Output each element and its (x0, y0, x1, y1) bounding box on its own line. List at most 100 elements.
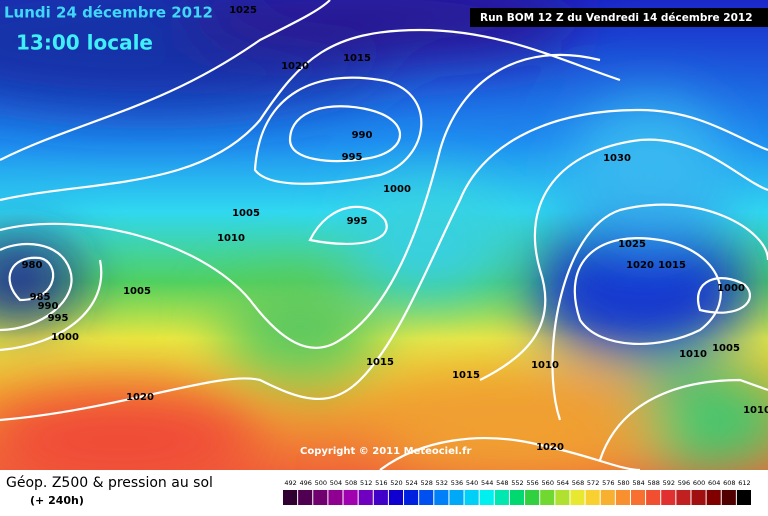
colorbar-swatch (676, 490, 691, 505)
colorbar-swatch (706, 490, 721, 505)
isobar-label: 1000 (51, 332, 79, 343)
colorbar-swatch (373, 490, 388, 505)
isobar-label: 1005 (712, 343, 740, 354)
colorbar-label: 600 (693, 479, 705, 487)
colorbar-label: 612 (738, 479, 750, 487)
colorbar-swatch (736, 490, 751, 505)
colorbar-swatch (419, 490, 434, 505)
isobar-label: 1010 (743, 405, 768, 416)
colorbar-label: 544 (481, 479, 493, 487)
isobar-label: 1020 (626, 260, 654, 271)
date-text: Lundi 24 décembre 2012 (4, 4, 213, 22)
isobar-label: 1010 (679, 349, 707, 360)
colorbar-label: 588 (647, 479, 659, 487)
isobar-label: 985 (30, 292, 51, 303)
colorbar-swatch (646, 490, 661, 505)
colorbar-label: 604 (708, 479, 720, 487)
colorbar-label: 584 (632, 479, 644, 487)
time-text: 13:00 locale (16, 31, 153, 55)
colorbar-swatch (525, 490, 540, 505)
colorbar-swatch (691, 490, 706, 505)
colorbar-label: 520 (390, 479, 402, 487)
isobar-label: 1010 (217, 233, 245, 244)
isobar-label: 1015 (366, 357, 394, 368)
colorbar-swatch (328, 490, 343, 505)
isobar-label: 1025 (618, 239, 646, 250)
colorbar-swatch (661, 490, 676, 505)
colorbar-swatch (388, 490, 404, 505)
colorbar-swatch (449, 490, 464, 505)
colorbar-label: 536 (451, 479, 463, 487)
colorbar-label: 556 (526, 479, 538, 487)
colorbar-swatch (313, 490, 328, 505)
colorbar-label: 500 (315, 479, 327, 487)
colorbar-label: 532 (436, 479, 448, 487)
colorbar-swatch (494, 490, 509, 505)
colorbar-label: 528 (421, 479, 433, 487)
run-box (470, 8, 768, 27)
colorbar-swatch (540, 490, 555, 505)
colorbar-label: 508 (345, 479, 357, 487)
colorbar-label: 524 (405, 479, 417, 487)
isobars (0, 0, 768, 470)
isobar-label: 1020 (126, 392, 154, 403)
colorbar-label: 552 (511, 479, 523, 487)
isobar-label: 995 (347, 216, 368, 227)
isobar-label: 1015 (658, 260, 686, 271)
colorbar-swatch (600, 490, 615, 505)
colorbar-swatch (555, 490, 570, 505)
isobar-label: 1015 (452, 370, 480, 381)
isobar-label: 990 (352, 130, 373, 141)
isobar-label: 1000 (717, 283, 745, 294)
colorbar-swatch (630, 490, 646, 505)
colorbar-swatch (404, 490, 419, 505)
colorbar-label: 492 (284, 479, 296, 487)
colorbar-label: 608 (723, 479, 735, 487)
colorbar-swatch (298, 490, 313, 505)
colorbar-swatch (283, 490, 298, 505)
colorbar-swatch (509, 490, 525, 505)
isobar-labels: 1025102010159909951000100599510109809859… (22, 5, 768, 453)
colorbar-swatch (434, 490, 449, 505)
colorbar-swatch (343, 490, 358, 505)
colorbar-label: 504 (330, 479, 342, 487)
isobar-label: 1010 (531, 360, 559, 371)
colorbar-label: 576 (602, 479, 614, 487)
colorbar-label: 568 (572, 479, 584, 487)
colorbar-label: 560 (542, 479, 554, 487)
isobar-label: 1020 (536, 442, 564, 453)
colorbar-swatch (479, 490, 494, 505)
legend-title: Géop. Z500 & pression au sol (6, 475, 213, 491)
colorbar-label: 580 (617, 479, 629, 487)
isobar-label: 1015 (343, 53, 371, 64)
isobar-label: 995 (48, 313, 69, 324)
colorbar-label: 496 (299, 479, 311, 487)
isobar-label: 980 (22, 260, 43, 271)
colorbar-swatch (585, 490, 600, 505)
colorbar-label: 512 (360, 479, 372, 487)
isobar-label: 1020 (281, 61, 309, 72)
isobar-label: 1030 (603, 153, 631, 164)
colorbar-label: 548 (496, 479, 508, 487)
isobar-label: 995 (342, 152, 363, 163)
isobar-label: 1025 (229, 5, 257, 16)
colorbar-label: 596 (678, 479, 690, 487)
colorbar-swatch (721, 490, 736, 505)
colorbar: 492 496 500 504 508 512 516 520 524 528 532 536 540 5… (283, 479, 751, 505)
isobar-label: 990 (38, 301, 59, 312)
copyright: Copyright © 2011 Meteociel.fr (300, 446, 471, 457)
isobar-label: 1005 (232, 208, 260, 219)
colorbar-label: 592 (663, 479, 675, 487)
colorbar-label: 540 (466, 479, 478, 487)
colorbar-swatch (570, 490, 585, 505)
field (0, 0, 768, 470)
colorbar-label: 572 (587, 479, 599, 487)
colorbar-swatch (358, 490, 373, 505)
colorbar-swatch (464, 490, 479, 505)
isobar-label: 1000 (383, 184, 411, 195)
colorbar-swatch (615, 490, 630, 505)
isobar-label: 1005 (123, 286, 151, 297)
legend-subtitle: (+ 240h) (30, 494, 84, 507)
colorbar-label: 564 (557, 479, 569, 487)
